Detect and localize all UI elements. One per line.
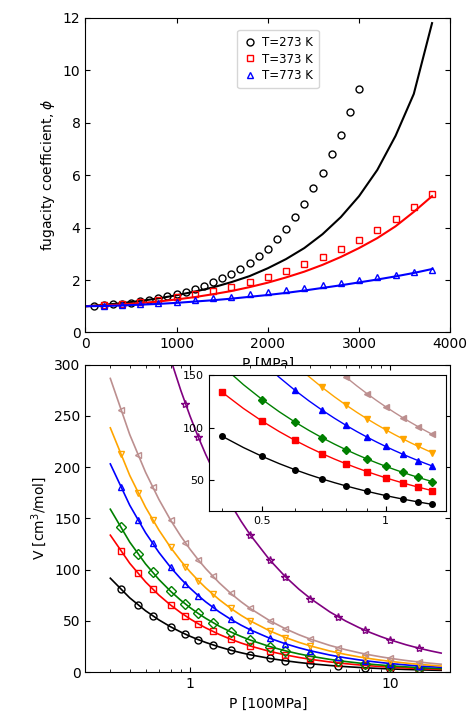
T=273 K xyxy=(274,235,280,244)
T=373 K xyxy=(210,286,216,295)
T=773 K xyxy=(283,286,289,295)
Legend: T=273 K, T=373 K, T=773 K: T=273 K, T=373 K, T=773 K xyxy=(237,30,319,88)
T=373 K xyxy=(192,290,198,298)
T=273 K xyxy=(329,150,335,159)
T=373 K xyxy=(100,301,106,310)
X-axis label: P [100MPa]: P [100MPa] xyxy=(228,696,307,711)
T=773 K xyxy=(228,292,234,301)
T=373 K xyxy=(411,202,417,211)
T=373 K xyxy=(119,300,125,308)
T=373 K xyxy=(283,267,289,275)
T=773 K xyxy=(392,270,398,279)
T=273 K xyxy=(338,130,344,139)
T=273 K xyxy=(219,274,225,282)
T=273 K xyxy=(100,301,106,310)
T=373 K xyxy=(228,282,234,291)
T=773 K xyxy=(192,296,198,305)
T=273 K xyxy=(128,298,134,307)
T=273 K xyxy=(137,297,143,305)
T=773 K xyxy=(119,300,125,309)
T=373 K xyxy=(338,245,344,253)
T=273 K xyxy=(173,290,179,298)
Line: T=373 K: T=373 K xyxy=(100,190,436,309)
T=373 K xyxy=(155,295,161,304)
T=273 K xyxy=(237,265,243,273)
T=373 K xyxy=(173,293,179,302)
T=773 K xyxy=(356,276,362,285)
T=773 K xyxy=(210,294,216,302)
Text: T: T xyxy=(229,446,239,461)
T=273 K xyxy=(201,282,207,290)
T=273 K xyxy=(228,270,234,278)
T=773 K xyxy=(338,278,344,287)
T=273 K xyxy=(146,295,152,304)
Y-axis label: V [cm$^3$/mol]: V [cm$^3$/mol] xyxy=(28,476,48,561)
T=773 K xyxy=(246,290,252,299)
T=373 K xyxy=(374,226,380,235)
T=773 K xyxy=(429,265,435,274)
T=773 K xyxy=(155,299,161,307)
T=273 K xyxy=(119,300,125,308)
T=273 K xyxy=(265,245,271,253)
T=373 K xyxy=(246,278,252,287)
T=273 K xyxy=(356,84,362,93)
T=773 K xyxy=(301,283,307,292)
T=273 K xyxy=(301,199,307,208)
T=273 K xyxy=(110,300,116,309)
T=273 K xyxy=(319,168,325,177)
T=273 K xyxy=(164,292,170,300)
T=773 K xyxy=(137,300,143,308)
Y-axis label: fugacity coefficient, $\phi$: fugacity coefficient, $\phi$ xyxy=(39,99,57,252)
T=373 K xyxy=(265,272,271,281)
T=273 K xyxy=(91,302,97,310)
T=273 K xyxy=(256,252,262,261)
T=273 K xyxy=(283,225,289,233)
T=773 K xyxy=(100,302,106,310)
T=773 K xyxy=(411,268,417,277)
T=273 K xyxy=(210,278,216,287)
T=273 K xyxy=(246,259,252,267)
T=373 K xyxy=(392,215,398,224)
T=373 K xyxy=(319,252,325,261)
T=373 K xyxy=(356,236,362,245)
T=373 K xyxy=(137,297,143,306)
T=373 K xyxy=(429,189,435,198)
T=373 K xyxy=(301,260,307,269)
T=273 K xyxy=(192,285,198,293)
T=273 K xyxy=(183,287,189,296)
T=273 K xyxy=(310,184,316,192)
T=773 K xyxy=(173,297,179,306)
Line: T=273 K: T=273 K xyxy=(91,85,363,309)
T=273 K xyxy=(292,213,298,222)
T=273 K xyxy=(347,108,353,117)
T=773 K xyxy=(265,288,271,297)
X-axis label: P [MPa]: P [MPa] xyxy=(242,357,294,371)
Line: T=773 K: T=773 K xyxy=(100,266,436,309)
T=773 K xyxy=(319,281,325,290)
T=773 K xyxy=(374,273,380,282)
T=273 K xyxy=(155,294,161,302)
